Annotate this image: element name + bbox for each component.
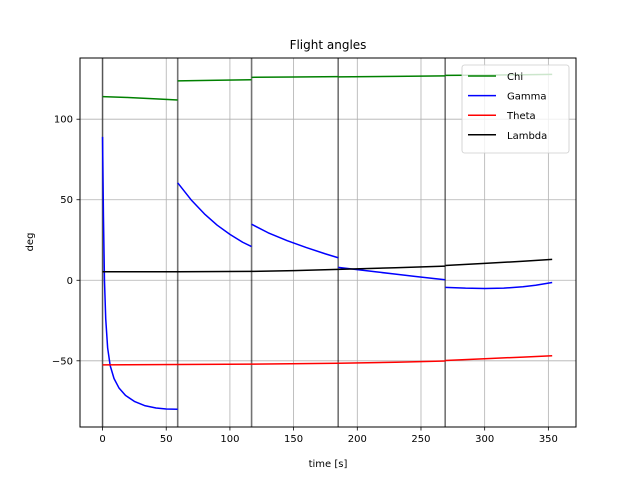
y-tick-label: 0 [67,276,73,287]
plot-frame [79,57,577,428]
x-tick-label: 300 [475,434,494,445]
legend: Chi Gamma Theta Lambda [461,64,570,154]
x-tick-label: 250 [411,434,430,445]
series-lambda [102,258,553,273]
y-tick-label: 50 [60,195,73,206]
series-line-chi [338,75,446,78]
legend-label-theta: Theta [506,111,536,122]
legend-label-lambda: Lambda [507,131,547,142]
x-tick-label: 100 [220,434,239,445]
series-theta [102,355,553,366]
axis-ticks: 0 50 100 150 200 250 300 350 −50 0 50 100 [52,115,558,445]
series-line-lambda [102,265,446,273]
legend-box [461,64,570,154]
y-tick-label: 100 [54,115,73,126]
x-tick-label: 150 [284,434,303,445]
phase-boundaries [101,58,446,427]
series-line-theta [445,355,553,362]
x-tick-label: 350 [539,434,558,445]
x-tick-label: 200 [348,434,367,445]
chart-title: Flight angles [290,38,367,52]
series-gamma [101,136,553,411]
series-line-chi [177,78,252,82]
series-line-gamma [338,266,446,281]
series-line-chi [102,95,178,101]
series-line-chi [251,75,339,79]
series-line-gamma [445,281,553,290]
series-line-gamma [251,223,339,259]
series-line-theta [102,360,446,366]
y-axis-label: deg [25,233,36,252]
legend-label-gamma: Gamma [507,92,547,103]
series-line-gamma [177,182,252,248]
y-tick-label: −50 [52,356,73,367]
x-tick-label: 50 [160,434,173,445]
x-axis-label: time [s] [309,459,348,470]
series-line-lambda [445,258,553,267]
x-tick-label: 0 [99,434,105,445]
legend-label-chi: Chi [507,72,523,83]
series-line-gamma [101,136,178,411]
